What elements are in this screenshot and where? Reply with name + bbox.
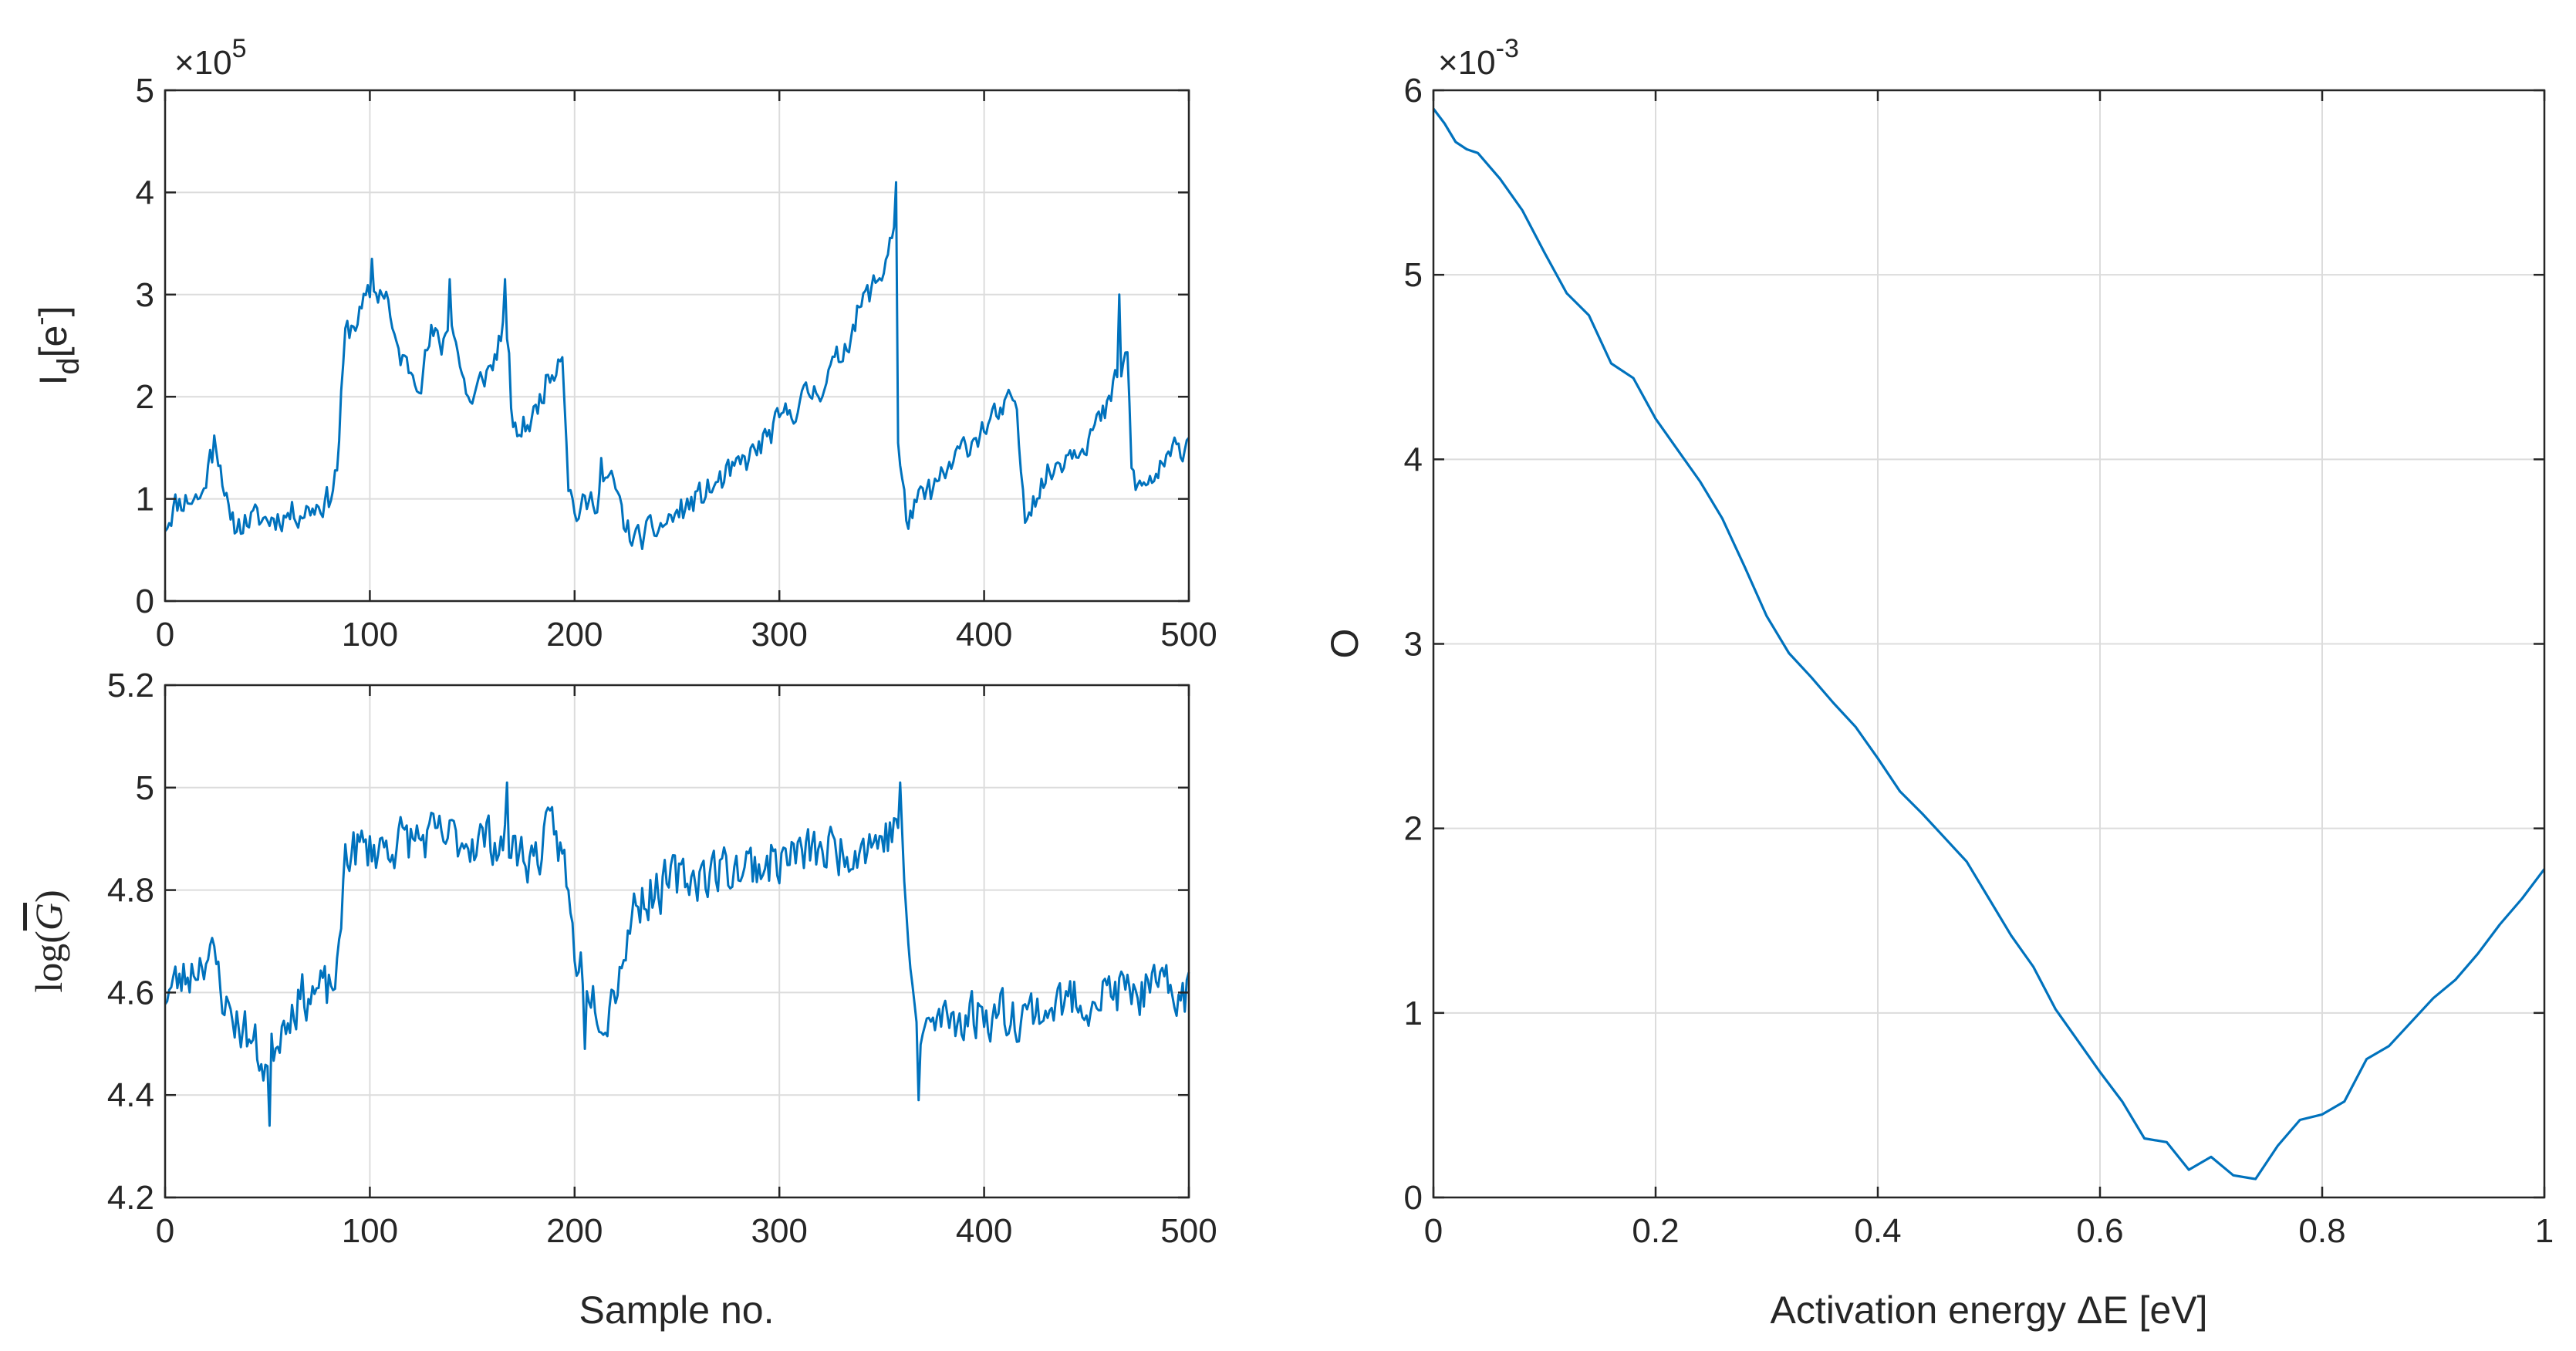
right-x-tick-label: 1 <box>2535 1212 2554 1250</box>
top-left-x-ticks: 0 100 200 300 400 500 <box>156 90 1217 654</box>
right-x-tick-label: 0.6 <box>2076 1212 2123 1250</box>
top-left-plot-area <box>164 181 1190 550</box>
right-grid <box>1433 90 2544 1197</box>
right-y-ticks: 0 1 2 3 4 5 6 <box>1404 72 2544 1217</box>
top-left-x-tick-label: 500 <box>1160 616 1217 654</box>
top-left-grid <box>165 90 1189 601</box>
bottom-left-x-tick-label: 100 <box>342 1212 398 1250</box>
right-x-tick-label: 0 <box>1424 1212 1443 1250</box>
right-y-tick-label: 5 <box>1404 256 1423 294</box>
bottom-left-grid <box>165 685 1189 1197</box>
bottom-left-x-tick-label: 200 <box>546 1212 603 1250</box>
right-y-label: O <box>1323 629 1366 659</box>
top-left-x-tick-label: 200 <box>546 616 603 654</box>
right-x-ticks: 0 0.2 0.4 0.6 0.8 1 <box>1424 90 2554 1250</box>
top-left-y-tick-label: 1 <box>136 481 154 518</box>
right-y-tick-label: 6 <box>1404 72 1423 110</box>
right-y-tick-label: 4 <box>1404 441 1423 478</box>
right-x-tick-label: 0.2 <box>1632 1212 1679 1250</box>
top-left-y-ticks: 0 1 2 3 4 5 <box>136 72 1189 620</box>
bottom-left-y-tick-label: 4.4 <box>107 1076 154 1114</box>
top-left-x-tick-label: 300 <box>751 616 807 654</box>
bottom-left-x-tick-label: 500 <box>1160 1212 1217 1250</box>
bottom-left-y-tick-label: 5 <box>136 769 154 807</box>
top-left-multiplier: ×105 <box>174 34 247 82</box>
bottom-left-x-tick-label: 0 <box>156 1212 174 1250</box>
top-left-series-line <box>164 181 1190 550</box>
right-x-label: Activation energy ΔE [eV] <box>1770 1289 2207 1332</box>
bottom-left-y-tick-label: 4.8 <box>107 872 154 910</box>
top-left-y-tick-label: 4 <box>136 174 154 211</box>
right-plot-area <box>1432 107 2546 1180</box>
right-y-tick-label: 2 <box>1404 810 1423 848</box>
bottom-left-x-tick-label: 300 <box>751 1212 807 1250</box>
bottom-left-y-tick-label: 4.2 <box>107 1179 154 1217</box>
top-left-y-label: Id[e-] <box>26 306 86 385</box>
top-left-x-tick-label: 100 <box>342 616 398 654</box>
bottom-left-chart: 0 100 200 300 400 500 4.2 4.4 4.6 4.8 5 5.2 Sample… <box>27 667 1217 1332</box>
bottom-left-y-label: log(G) <box>27 890 70 992</box>
bottom-left-y-ticks: 4.2 4.4 4.6 4.8 5 5.2 <box>107 667 1189 1217</box>
top-left-y-tick-label: 2 <box>136 378 154 416</box>
right-x-tick-label: 0.8 <box>2298 1212 2345 1250</box>
bottom-left-plot-area <box>164 781 1190 1127</box>
top-left-y-tick-label: 3 <box>136 276 154 314</box>
top-left-y-tick-label: 0 <box>136 583 154 620</box>
right-multiplier: ×10-3 <box>1438 34 1519 82</box>
bottom-left-x-label: Sample no. <box>579 1289 775 1332</box>
top-left-axes-box <box>164 89 1190 603</box>
right-y-tick-label: 3 <box>1404 626 1423 664</box>
bottom-left-x-ticks: 0 100 200 300 400 500 <box>156 685 1217 1250</box>
top-left-x-tick-label: 0 <box>156 616 174 654</box>
bottom-left-y-tick-label: 5.2 <box>107 667 154 704</box>
right-x-tick-label: 0.4 <box>1854 1212 1901 1250</box>
top-left-chart: 0 100 200 300 400 500 0 1 2 3 4 5 ×105 Id[e-] <box>26 34 1217 654</box>
right-y-tick-label: 0 <box>1404 1179 1423 1217</box>
top-left-x-tick-label: 400 <box>956 616 1012 654</box>
bottom-left-series-line <box>164 781 1190 1127</box>
bottom-left-x-tick-label: 400 <box>956 1212 1012 1250</box>
bottom-left-axes-box <box>164 684 1190 1199</box>
top-left-y-tick-label: 5 <box>136 72 154 110</box>
right-series-line <box>1432 107 2546 1180</box>
right-chart: 0 0.2 0.4 0.6 0.8 1 0 1 2 3 4 5 6 ×10-3 O Activatio… <box>1323 34 2554 1332</box>
bottom-left-y-tick-label: 4.6 <box>107 974 154 1012</box>
right-y-tick-label: 1 <box>1404 995 1423 1032</box>
